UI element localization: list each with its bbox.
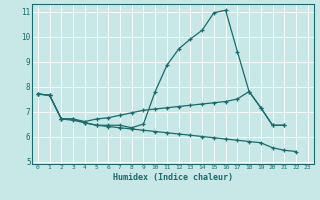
X-axis label: Humidex (Indice chaleur): Humidex (Indice chaleur)	[113, 173, 233, 182]
